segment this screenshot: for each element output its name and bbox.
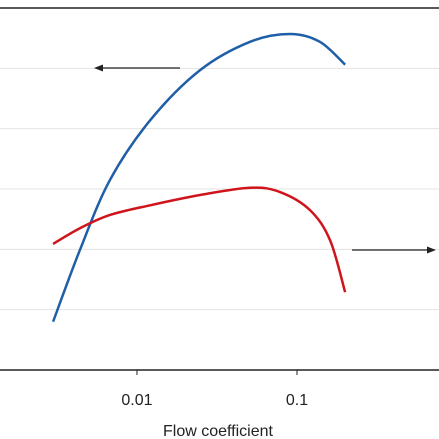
x-tick-label: 0.01 — [121, 392, 152, 409]
arrow-head — [427, 246, 436, 254]
arrow-head — [94, 64, 103, 72]
line-series — [52, 186, 347, 293]
line-series — [51, 32, 347, 323]
x-axis-label: Flow coefficient — [163, 423, 274, 439]
x-tick-label: 0.1 — [286, 392, 308, 409]
